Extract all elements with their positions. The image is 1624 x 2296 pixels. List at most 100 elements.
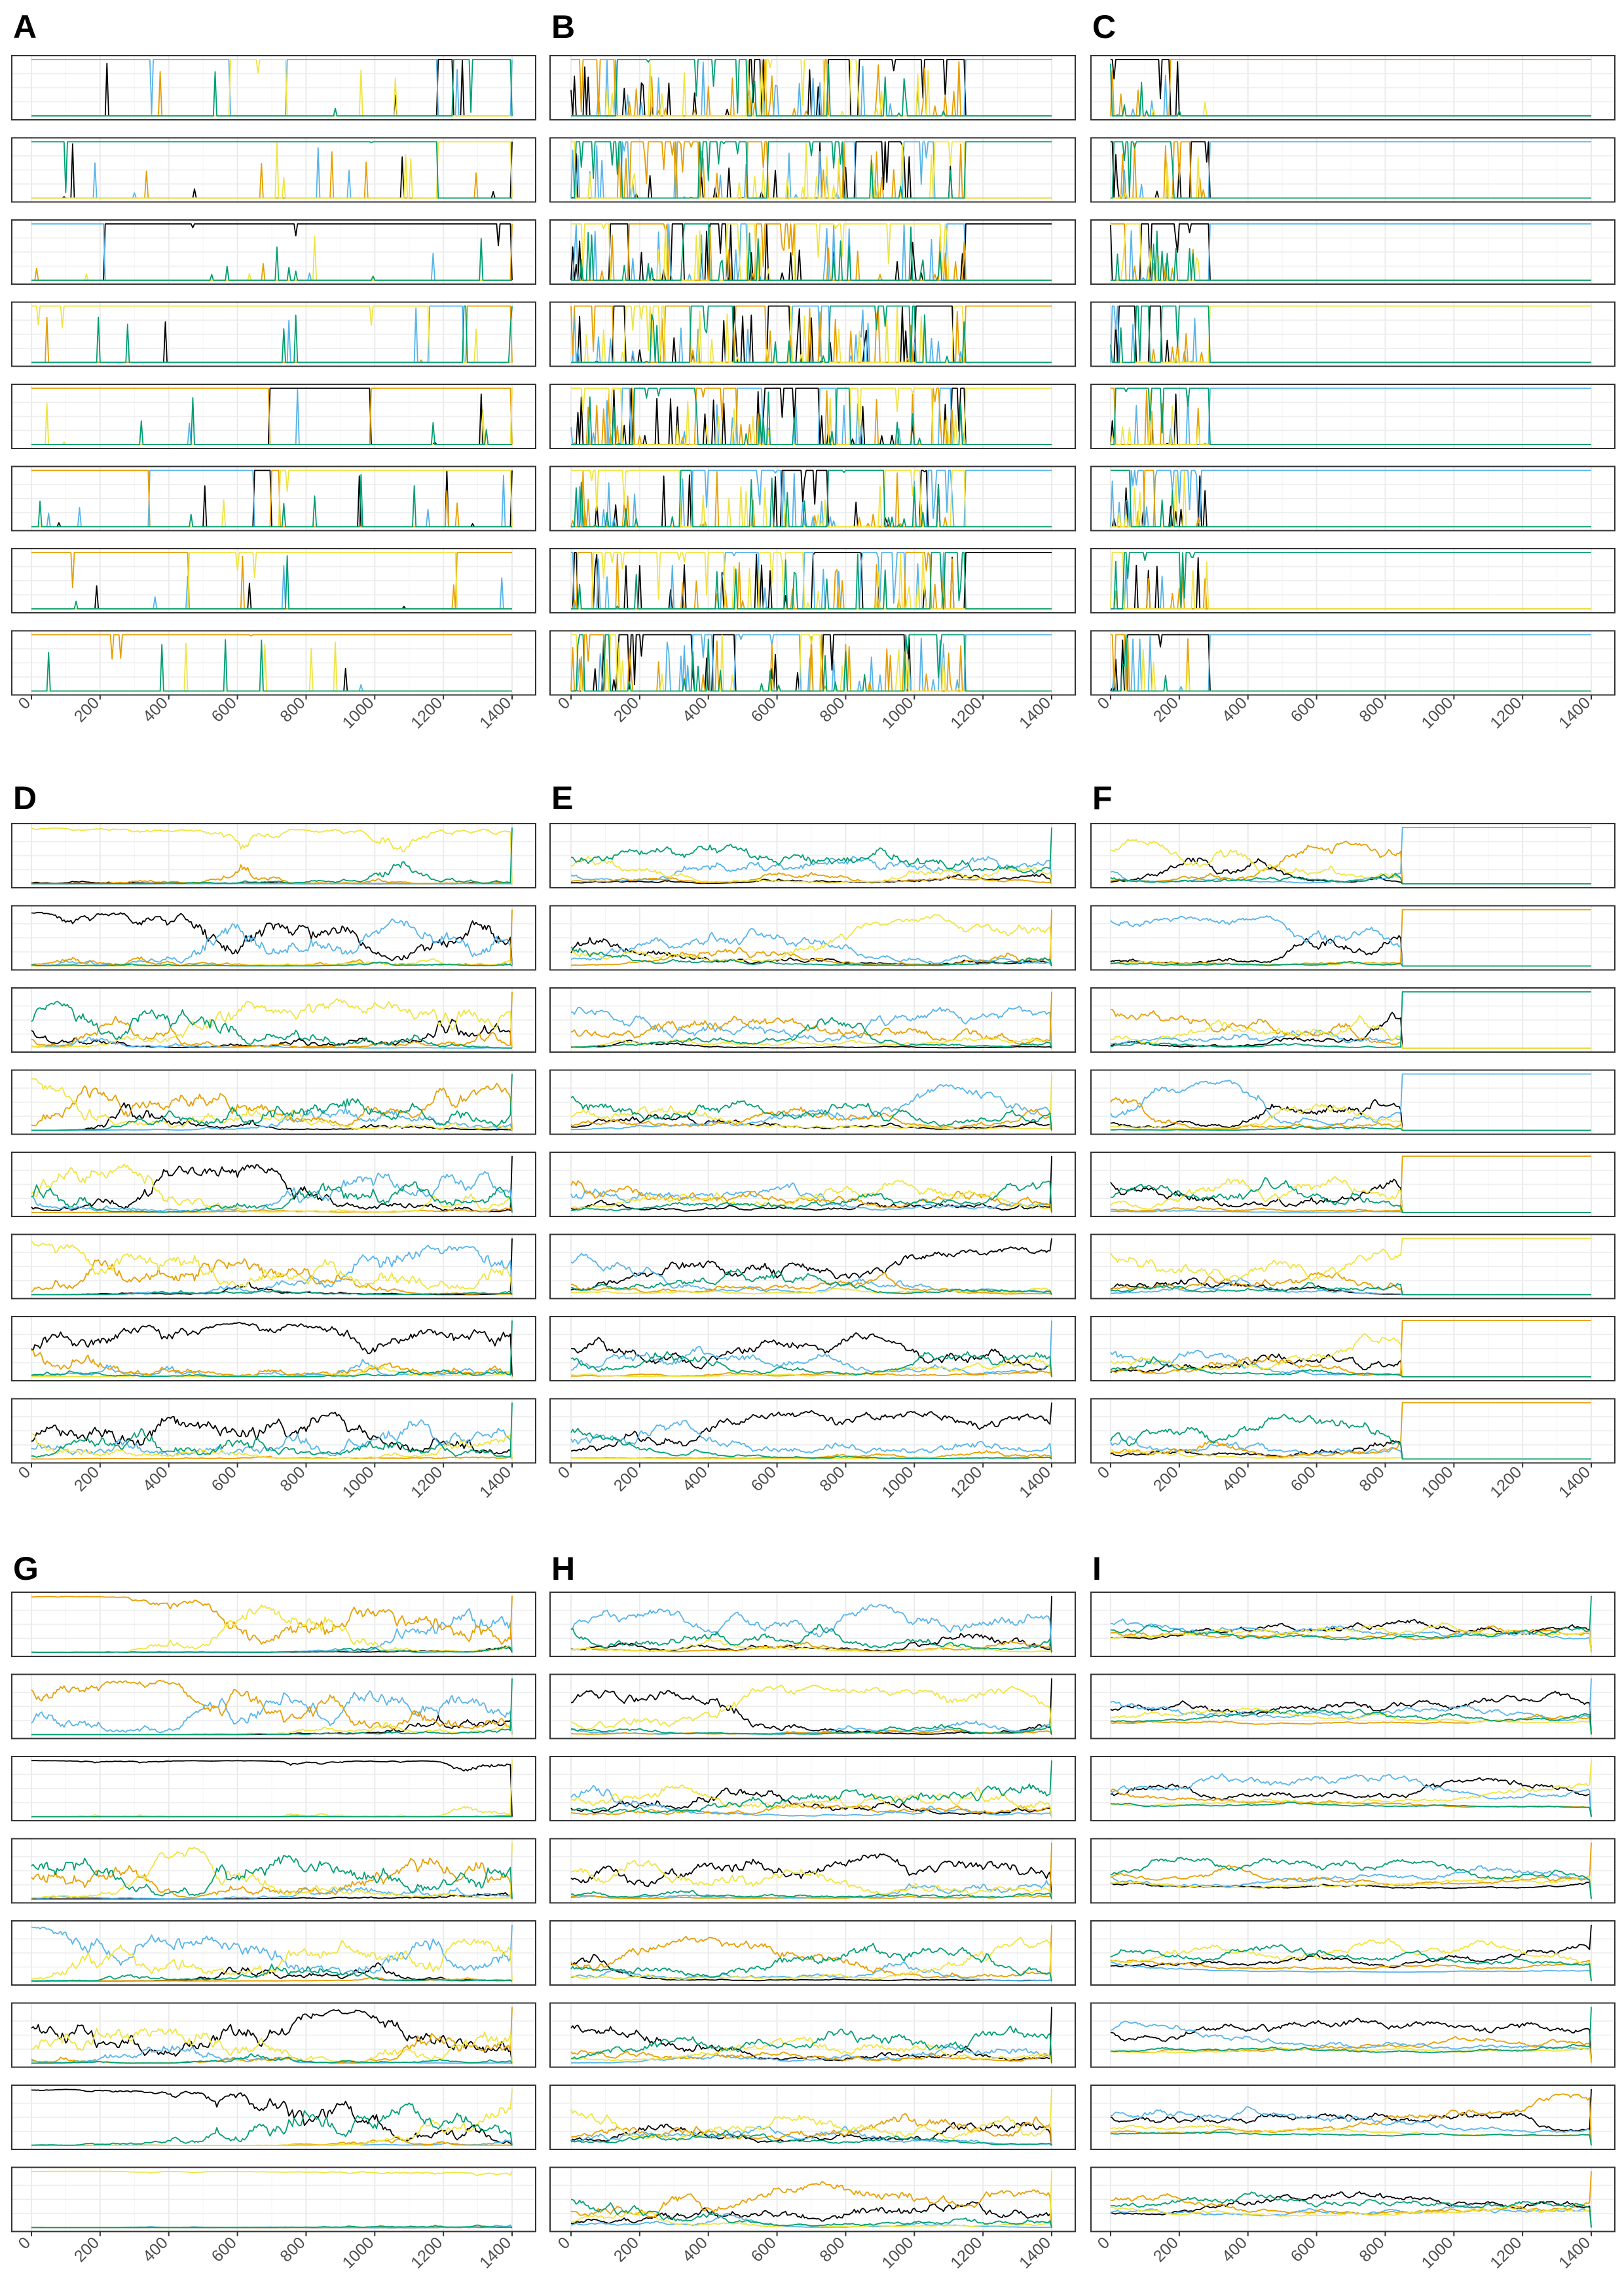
facet-3 bbox=[549, 987, 1076, 1053]
series-line-2 bbox=[570, 1785, 1052, 1817]
facet-3 bbox=[549, 219, 1076, 285]
series-line-3 bbox=[31, 1207, 513, 1213]
series-line-5 bbox=[31, 1181, 513, 1213]
facet-frame bbox=[549, 219, 1076, 285]
series-line-5 bbox=[570, 1095, 1052, 1131]
panel-a: A0 200 400 600 800 1000 1200 1400 bbox=[11, 9, 536, 733]
facet-1 bbox=[549, 55, 1076, 120]
facet-3 bbox=[11, 1756, 536, 1821]
series-line-5 bbox=[1110, 1801, 1592, 1817]
facet-frame bbox=[549, 630, 1076, 696]
panel-letter: B bbox=[551, 9, 575, 45]
series-line-5 bbox=[570, 1427, 1052, 1460]
series-line-4 bbox=[570, 856, 1052, 884]
facet-2 bbox=[1090, 137, 1615, 203]
series-line-4 bbox=[1110, 1622, 1592, 1653]
facet-5 bbox=[549, 384, 1076, 449]
x-tick-label: 200 bbox=[610, 1463, 642, 1495]
facet-frame bbox=[1090, 1233, 1615, 1300]
series-line-3 bbox=[31, 864, 513, 884]
facet-6 bbox=[1090, 1233, 1615, 1300]
facet-frame bbox=[11, 465, 536, 532]
facet-frame bbox=[1090, 465, 1615, 532]
series-line-3 bbox=[31, 1082, 513, 1131]
series-line-3 bbox=[31, 634, 512, 660]
facet-frame bbox=[11, 1069, 536, 1135]
series-line-3 bbox=[31, 1455, 513, 1460]
x-tick-label: 1000 bbox=[1418, 693, 1456, 732]
series-line-1 bbox=[1110, 1924, 1592, 1969]
x-tick-label: 1000 bbox=[878, 693, 917, 732]
facet-frame bbox=[1090, 137, 1615, 203]
series-line-5 bbox=[1111, 469, 1591, 528]
facet-2 bbox=[1090, 905, 1615, 971]
series-line-5 bbox=[570, 1351, 1052, 1377]
series-line-1 bbox=[1110, 1777, 1592, 1817]
x-tick-label: 600 bbox=[208, 1463, 240, 1495]
series-line-3 bbox=[570, 1802, 1052, 1817]
series-line-3 bbox=[31, 1857, 513, 1899]
series-line-5 bbox=[1110, 2191, 1592, 2228]
facet-2 bbox=[549, 1673, 1076, 1740]
x-tick-label: 400 bbox=[139, 1463, 172, 1495]
facet-2 bbox=[1090, 1673, 1615, 1740]
facet-frame bbox=[549, 1592, 1076, 1657]
facet-4 bbox=[11, 301, 536, 367]
panel-letter: H bbox=[551, 1550, 575, 1587]
series-line-4 bbox=[570, 2036, 1052, 2064]
series-line-2 bbox=[570, 1006, 1052, 1049]
x-tick-label: 200 bbox=[1150, 1463, 1182, 1495]
series-line-5 bbox=[31, 2053, 513, 2064]
series-line-5 bbox=[31, 397, 512, 445]
series-line-1 bbox=[31, 911, 513, 966]
series-line-2 bbox=[1110, 2020, 1592, 2064]
series-line-5 bbox=[31, 1678, 513, 1736]
series-line-5 bbox=[1110, 1177, 1591, 1213]
series-line-5 bbox=[1111, 2007, 1592, 2054]
series-line-5 bbox=[570, 1624, 1052, 1653]
facet-4 bbox=[549, 1069, 1076, 1135]
facet-4 bbox=[1090, 1838, 1615, 1904]
series-line-4 bbox=[31, 2170, 513, 2176]
series-line-4 bbox=[31, 998, 513, 1049]
facet-frame bbox=[11, 1592, 536, 1657]
series-line-4 bbox=[1110, 552, 1591, 610]
x-tick-label: 400 bbox=[139, 2233, 172, 2265]
x-tick-label: 1400 bbox=[476, 693, 515, 732]
facet-5 bbox=[1090, 1152, 1615, 1217]
series-line-5 bbox=[571, 1724, 1052, 1735]
facet-2 bbox=[11, 905, 536, 971]
panel-e: E0 200 400 600 800 1000 1200 1400 bbox=[549, 780, 1076, 1502]
panel-f: F0 200 400 600 800 1000 1200 1400 bbox=[1090, 780, 1615, 1502]
facet-3 bbox=[549, 1756, 1076, 1821]
series-line-5 bbox=[31, 1855, 513, 1899]
x-tick-label: 1200 bbox=[947, 1463, 986, 1501]
series-line-1 bbox=[570, 2201, 1052, 2228]
facet-frame bbox=[1090, 301, 1615, 367]
facet-frame bbox=[11, 1233, 536, 1300]
panel-letter: F bbox=[1092, 780, 1113, 816]
series-line-5 bbox=[31, 59, 513, 117]
series-line-1 bbox=[31, 1322, 513, 1377]
x-tick-label: 200 bbox=[610, 693, 642, 725]
facet-5 bbox=[11, 1920, 536, 1986]
series-line-3 bbox=[571, 1370, 1052, 1377]
panel-d: D0 200 400 600 800 1000 1200 1400 bbox=[11, 780, 536, 1502]
facet-frame bbox=[549, 55, 1076, 120]
series-line-5 bbox=[1110, 1413, 1591, 1460]
facet-frame bbox=[1090, 1152, 1615, 1217]
facet-8 bbox=[1090, 630, 1615, 696]
facet-frame bbox=[11, 137, 536, 203]
series-line-3 bbox=[31, 991, 513, 1048]
series-line-3 bbox=[570, 2050, 1052, 2064]
series-line-4 bbox=[1111, 305, 1591, 363]
x-tick-label: 800 bbox=[1356, 693, 1388, 725]
series-line-2 bbox=[1110, 1618, 1592, 1653]
facet-4 bbox=[549, 1838, 1076, 1904]
facet-7 bbox=[11, 548, 536, 613]
series-line-4 bbox=[31, 1433, 513, 1460]
series-line-5 bbox=[570, 1017, 1052, 1049]
x-tick-label: 1200 bbox=[947, 2233, 986, 2272]
x-tick-label: 600 bbox=[208, 2233, 240, 2265]
